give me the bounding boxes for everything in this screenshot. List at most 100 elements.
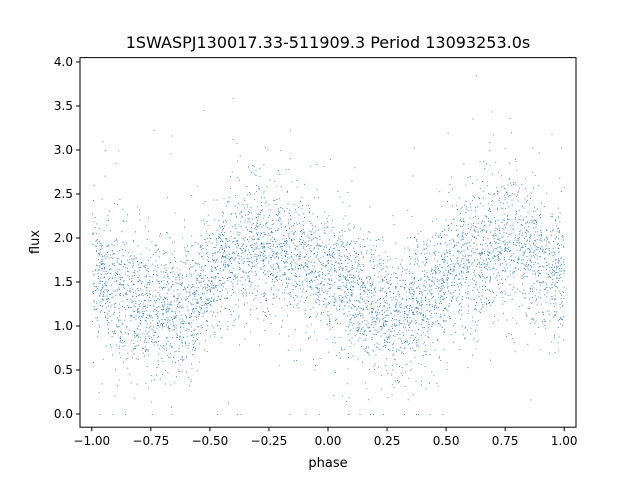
data-point xyxy=(112,313,114,315)
data-point xyxy=(215,276,217,277)
data-point xyxy=(428,305,430,307)
data-point xyxy=(103,299,105,301)
data-point xyxy=(330,274,332,276)
data-point xyxy=(187,284,189,286)
data-point xyxy=(340,241,342,243)
data-point xyxy=(504,249,506,251)
data-point xyxy=(149,290,151,292)
data-point xyxy=(363,256,365,258)
data-point xyxy=(328,249,330,251)
data-point xyxy=(493,255,495,256)
data-point xyxy=(521,184,523,186)
data-point xyxy=(317,299,319,301)
data-point xyxy=(436,280,438,282)
data-point xyxy=(353,241,355,243)
data-point xyxy=(451,273,453,275)
data-point xyxy=(486,216,488,218)
data-point xyxy=(185,299,186,301)
data-point xyxy=(328,325,330,327)
data-point xyxy=(430,289,432,291)
data-point xyxy=(559,319,560,320)
data-point xyxy=(410,337,412,339)
data-point xyxy=(271,289,273,291)
data-point xyxy=(272,274,273,276)
data-point xyxy=(459,273,460,275)
data-point xyxy=(139,294,140,296)
data-point xyxy=(157,298,159,299)
data-point xyxy=(247,221,249,223)
data-point xyxy=(395,258,397,259)
data-point xyxy=(559,265,561,267)
data-point xyxy=(511,298,513,300)
data-point xyxy=(168,326,170,328)
data-point xyxy=(427,330,429,332)
data-point xyxy=(285,226,287,228)
data-point xyxy=(268,228,270,230)
data-point xyxy=(362,263,364,265)
data-point xyxy=(253,235,255,237)
data-point xyxy=(384,291,386,293)
data-point xyxy=(464,338,465,340)
data-point xyxy=(373,261,375,263)
data-point xyxy=(135,290,137,292)
data-point xyxy=(410,321,412,323)
data-point xyxy=(118,379,120,381)
data-point xyxy=(438,279,440,281)
data-point xyxy=(545,261,547,263)
data-point xyxy=(430,310,432,312)
data-point xyxy=(535,280,537,282)
data-point xyxy=(380,275,382,277)
data-point xyxy=(123,288,125,290)
data-point xyxy=(404,347,406,349)
data-point xyxy=(95,289,97,291)
data-point xyxy=(453,278,455,280)
data-point xyxy=(515,216,516,218)
data-point xyxy=(492,251,494,253)
data-point xyxy=(275,277,277,279)
data-point xyxy=(559,267,561,269)
data-point xyxy=(397,283,399,285)
data-point xyxy=(440,282,442,284)
data-point xyxy=(309,282,311,284)
data-point xyxy=(561,235,563,236)
data-point xyxy=(393,272,395,274)
data-point xyxy=(120,356,122,358)
data-point xyxy=(321,312,322,314)
data-point xyxy=(110,293,111,295)
data-point xyxy=(492,268,494,270)
data-point xyxy=(310,261,312,263)
data-point xyxy=(205,288,207,290)
data-point xyxy=(371,283,373,285)
data-point xyxy=(327,254,329,256)
data-point xyxy=(381,313,383,315)
data-point xyxy=(389,307,390,309)
data-point xyxy=(478,291,480,293)
data-point xyxy=(538,292,540,294)
data-point xyxy=(470,229,472,230)
data-point xyxy=(362,317,364,319)
data-point xyxy=(212,255,213,257)
data-point xyxy=(558,251,560,253)
data-point xyxy=(351,269,353,271)
data-point xyxy=(533,242,535,244)
data-point xyxy=(181,356,183,358)
data-point xyxy=(511,255,513,257)
data-point xyxy=(443,293,445,295)
data-point xyxy=(442,298,444,300)
data-point xyxy=(151,328,153,330)
data-point xyxy=(178,360,180,362)
data-point xyxy=(497,219,499,221)
data-point xyxy=(341,268,343,270)
data-point xyxy=(504,195,506,196)
data-point xyxy=(228,256,230,258)
data-point xyxy=(442,277,444,279)
data-point xyxy=(233,251,235,253)
data-point xyxy=(208,302,210,303)
data-point xyxy=(461,299,463,301)
data-point xyxy=(308,240,310,242)
data-point xyxy=(260,267,262,269)
data-point xyxy=(560,277,562,279)
data-point xyxy=(206,245,208,246)
data-point xyxy=(428,337,430,339)
data-point xyxy=(182,261,184,263)
